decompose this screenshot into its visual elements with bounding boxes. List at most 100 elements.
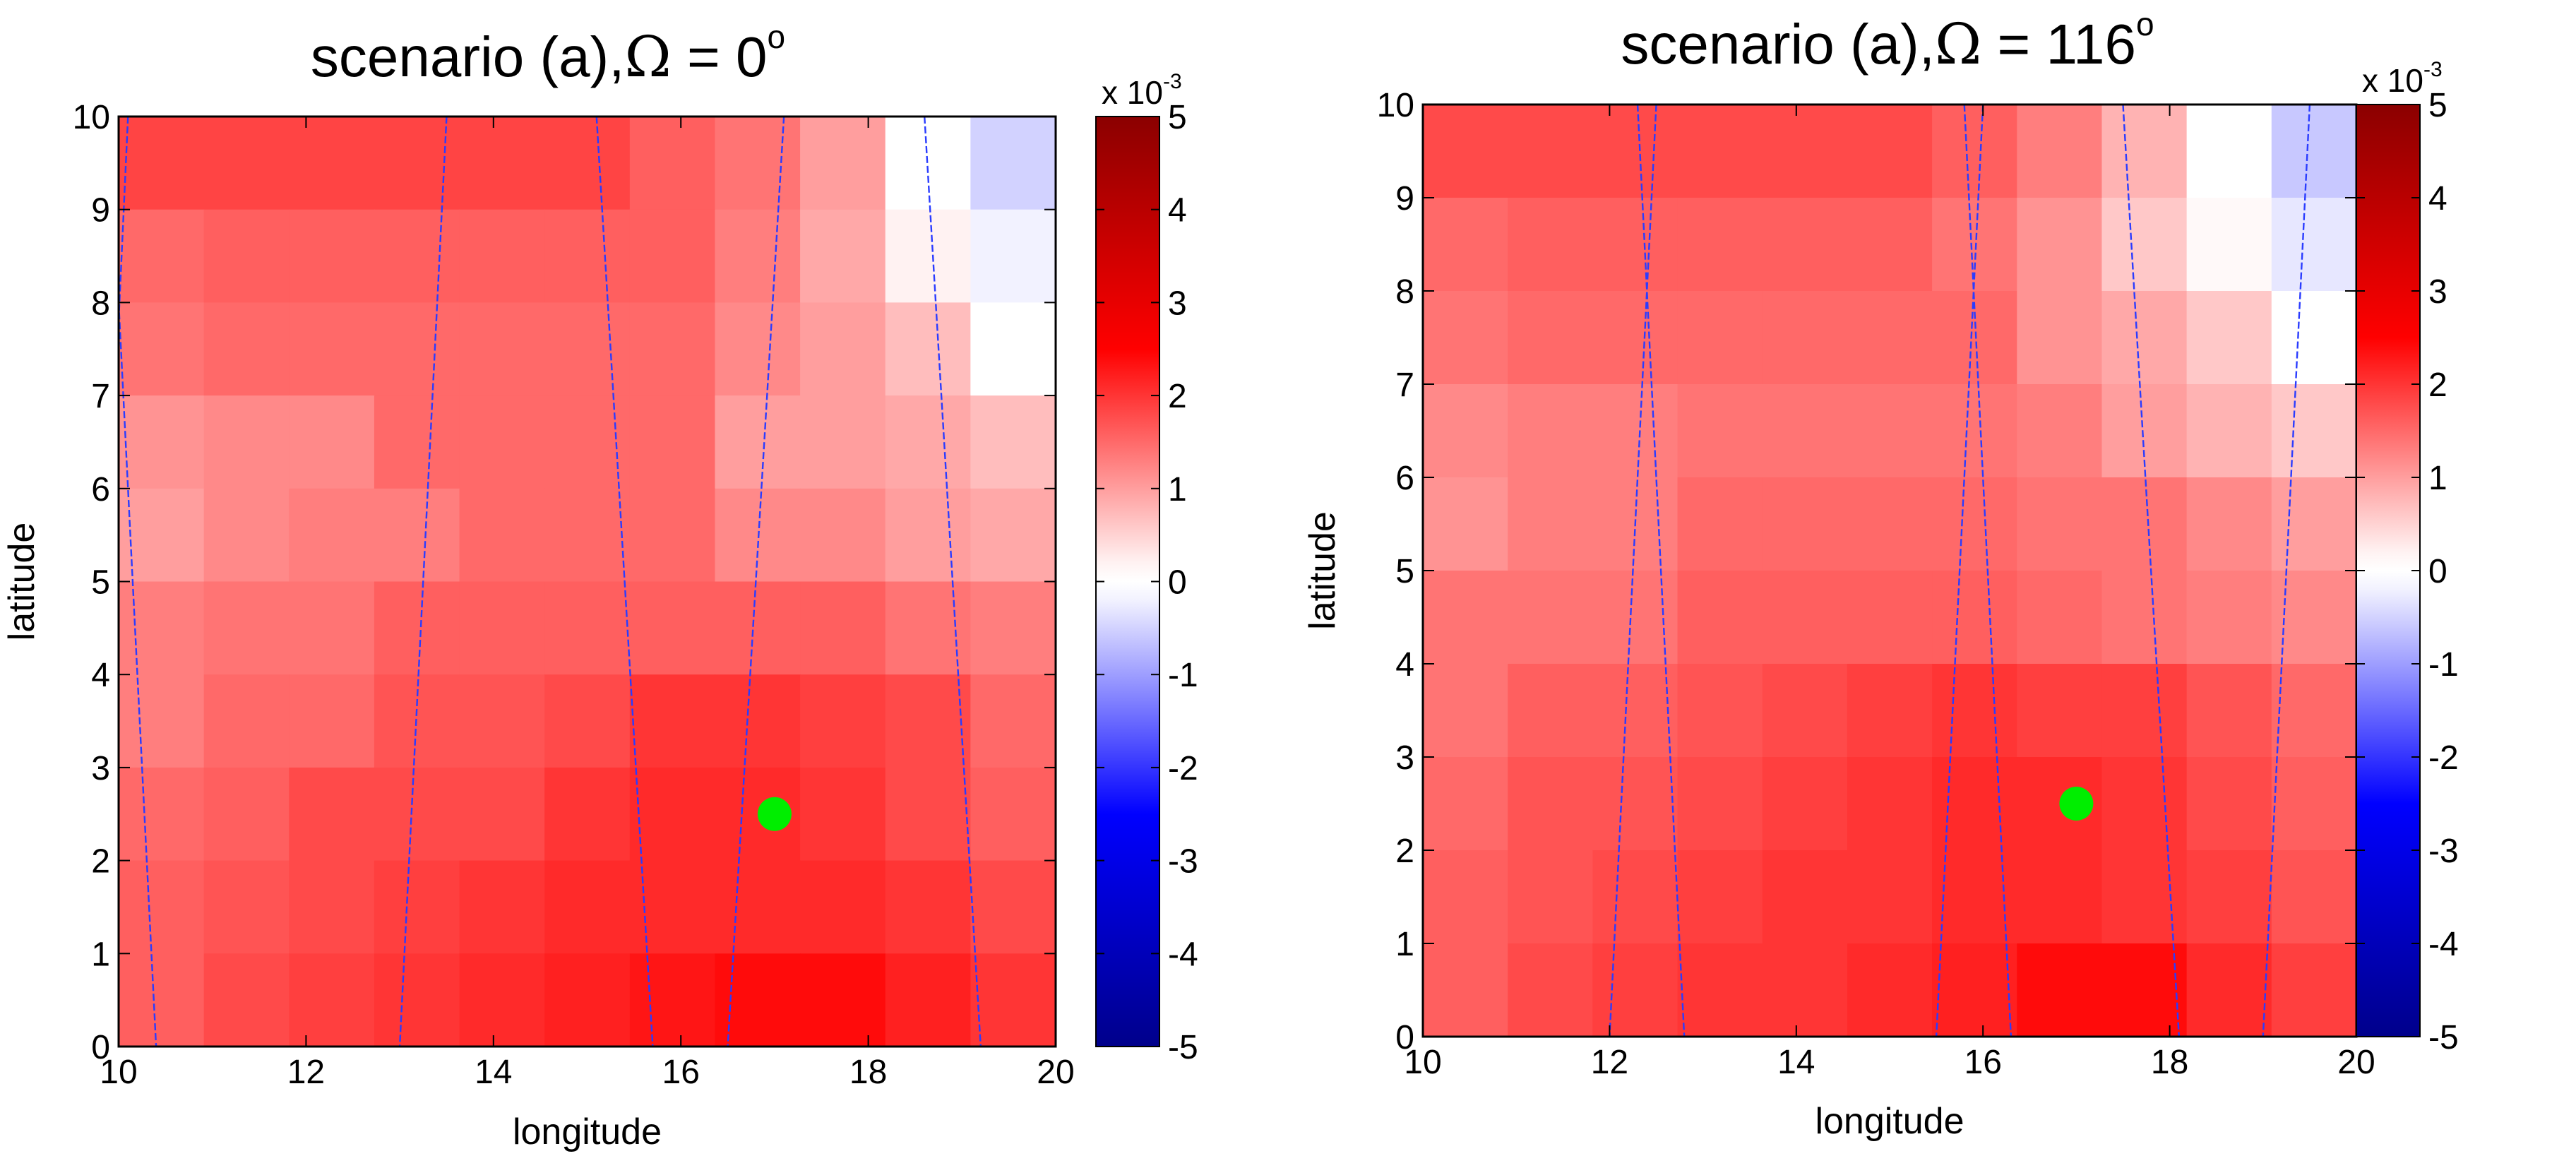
y-tick-label: 10 (1377, 87, 1414, 124)
x-tick-label: 18 (2151, 1044, 2188, 1081)
heatmap-cell (800, 209, 886, 303)
heatmap-cell (544, 117, 631, 210)
heatmap-cell (1762, 384, 1848, 478)
colorbar-tick-label: -5 (1168, 1029, 1198, 1066)
heatmap-cell (374, 953, 460, 1047)
heatmap-cell (2101, 477, 2188, 571)
heatmap-cell (289, 117, 375, 210)
heatmap-cell (2017, 291, 2103, 385)
colorbar-tick-label: 0 (2428, 553, 2447, 590)
heatmap-cell (2186, 384, 2272, 478)
heatmap-cell (2186, 850, 2272, 944)
heatmap-cell (629, 488, 716, 583)
heatmap-cell (1847, 198, 1933, 292)
heatmap-cell (629, 953, 716, 1047)
heatmap-cell (2101, 105, 2188, 198)
heatmap-cell (1423, 291, 1508, 385)
heatmap-cell (715, 209, 801, 303)
heatmap-cell (1592, 198, 1678, 292)
heatmap-cell (1592, 105, 1678, 198)
heatmap-cell (2271, 850, 2357, 944)
x-axis-ticks: 10 12 14 16 18 20 (1404, 105, 2375, 1081)
x-tick-label: 20 (2337, 1044, 2375, 1081)
heatmap-cell (1677, 291, 1763, 385)
contour-line (117, 116, 129, 321)
heatmap-cell (1508, 198, 1593, 292)
heatmap-cell (203, 953, 290, 1047)
colorbar-tick-label: 4 (2428, 180, 2447, 217)
heatmap-cell (2017, 943, 2103, 1037)
chart-panel-right: scenario (a),Ω = 116o 10 12 14 16 18 20 01234… (1302, 6, 2459, 1142)
x-axis-ticks: 10 12 14 16 18 20 (100, 117, 1075, 1091)
heatmap-cell (1508, 757, 1593, 851)
heatmap-cell (289, 953, 375, 1047)
colorbar-tick-label: 5 (1168, 99, 1187, 136)
heatmap-cells (119, 117, 1056, 1047)
heatmap-cell (1932, 943, 2017, 1037)
colorbar-tick-label: 1 (1168, 471, 1187, 508)
heatmap-cell (119, 581, 205, 675)
heatmap-cell (1592, 757, 1678, 851)
y-tick-label: 6 (1395, 460, 1414, 497)
contour-line (1609, 104, 1657, 1037)
heatmap-cell (885, 953, 971, 1047)
heatmap-cell (715, 581, 801, 675)
heatmap-cell (1423, 384, 1508, 478)
heatmap-cell (2101, 664, 2188, 758)
heatmap-cell (970, 302, 1056, 396)
contour-line (2122, 104, 2181, 1037)
heatmap-cell (544, 767, 631, 862)
colorbar-tick-label: 4 (1168, 192, 1187, 230)
heatmap-cell (1762, 943, 1848, 1037)
colorbar-tick-label: -2 (2428, 739, 2459, 777)
colorbar-tick-label: -1 (1168, 657, 1198, 694)
heatmap-cell (885, 302, 971, 396)
y-axis-ticks: 0 1 2 3 4 5 6 7 8 9 10 (73, 99, 1056, 1066)
heatmap-cell (459, 767, 545, 862)
location-marker-group (757, 797, 792, 831)
heatmap-cell (544, 860, 631, 954)
heatmap-cell (1677, 477, 1763, 571)
heatmap-cell (1508, 291, 1593, 385)
heatmap-cell (800, 674, 886, 768)
colorbar-tick-label: -4 (1168, 936, 1198, 973)
heatmap-cell (374, 117, 460, 210)
heatmap-cell (1677, 850, 1763, 944)
heatmap-cell (2101, 571, 2188, 665)
heatmap-cell (1677, 757, 1763, 851)
location-marker (757, 797, 792, 831)
colorbar-ticks: -5 -4 -3 -2 -1 0 1 2 3 4 5 (1096, 99, 1198, 1066)
colorbar-ticks: -5 -4 -3 -2 -1 0 1 2 3 4 5 (2356, 87, 2459, 1056)
heatmap-cell (2186, 664, 2272, 758)
heatmap-cell (1847, 757, 1933, 851)
heatmap-cell (203, 581, 290, 675)
heatmap-cell (1677, 105, 1763, 198)
chart-title: scenario (a),Ω = 116o (1621, 6, 2154, 77)
heatmap-cell (715, 953, 801, 1047)
heatmap-cell (203, 488, 290, 583)
contour-line (398, 116, 448, 1047)
heatmap-cell (1508, 850, 1593, 944)
heatmap-cell (289, 209, 375, 303)
contour-line (924, 116, 982, 1047)
heatmap-cell (1423, 664, 1508, 758)
heatmap-cell (1508, 105, 1593, 198)
y-tick-label: 6 (91, 471, 110, 508)
heatmap-cell (2271, 384, 2357, 478)
heatmap-cell (2101, 198, 2188, 292)
heatmap-cell (119, 488, 205, 583)
y-tick-label: 5 (1395, 553, 1414, 590)
heatmap-cell (800, 581, 886, 675)
heatmap-cell (800, 395, 886, 489)
heatmap-cell (289, 674, 375, 768)
heatmap-cell (119, 860, 205, 954)
heatmap-cell (970, 395, 1056, 489)
x-tick-label: 10 (1404, 1044, 1441, 1081)
heatmap-cell (1592, 571, 1678, 665)
heatmap-cell (2101, 943, 2188, 1037)
heatmap-cell (1762, 571, 1848, 665)
y-tick-label: 1 (91, 936, 110, 973)
heatmap-cell (203, 117, 290, 210)
heatmap-cell (1677, 571, 1763, 665)
